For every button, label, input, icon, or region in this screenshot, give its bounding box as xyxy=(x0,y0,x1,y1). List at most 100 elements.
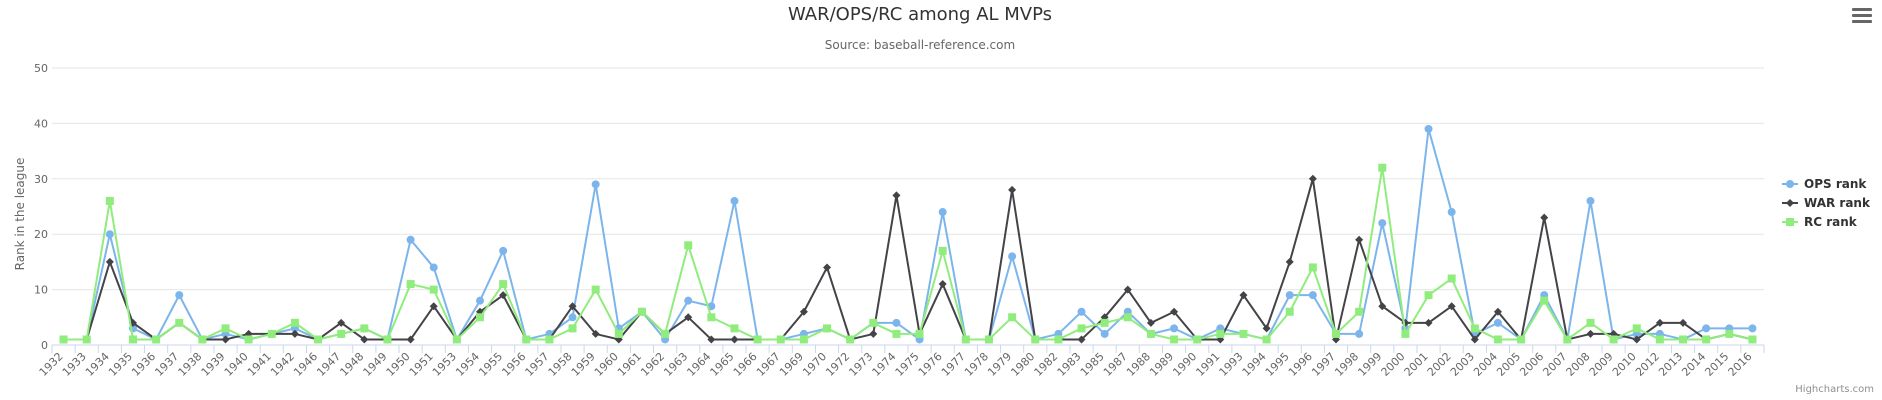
data-point-ops-rank[interactable] xyxy=(1308,291,1317,300)
series-line-war-rank[interactable] xyxy=(62,177,1754,341)
data-point-rc-rank[interactable] xyxy=(730,324,739,333)
data-point-rc-rank[interactable] xyxy=(1679,335,1688,344)
data-point-ops-rank[interactable] xyxy=(406,235,415,244)
data-point-rc-rank[interactable] xyxy=(684,241,693,250)
data-point-war-rank[interactable] xyxy=(105,257,114,266)
data-point-war-rank[interactable] xyxy=(1239,291,1248,300)
data-point-war-rank[interactable] xyxy=(892,191,901,200)
legend-item-ops-rank[interactable]: OPS rank xyxy=(1782,177,1867,191)
data-point-rc-rank[interactable] xyxy=(128,335,137,344)
data-point-ops-rank[interactable] xyxy=(730,196,739,205)
data-point-ops-rank[interactable] xyxy=(1748,324,1757,333)
data-point-rc-rank[interactable] xyxy=(198,335,207,344)
data-point-war-rank[interactable] xyxy=(1262,324,1271,333)
data-point-ops-rank[interactable] xyxy=(1008,252,1017,261)
data-point-war-rank[interactable] xyxy=(1470,335,1479,344)
data-point-rc-rank[interactable] xyxy=(175,318,184,327)
data-point-war-rank[interactable] xyxy=(1285,257,1294,266)
data-point-rc-rank[interactable] xyxy=(337,329,346,338)
data-point-rc-rank[interactable] xyxy=(221,324,230,333)
data-point-rc-rank[interactable] xyxy=(1077,324,1086,333)
data-point-war-rank[interactable] xyxy=(1632,335,1641,344)
data-point-war-rank[interactable] xyxy=(707,335,716,344)
data-point-ops-rank[interactable] xyxy=(175,291,184,300)
data-point-war-rank[interactable] xyxy=(1586,329,1595,338)
data-point-war-rank[interactable] xyxy=(337,318,346,327)
data-point-war-rank[interactable] xyxy=(1308,174,1317,183)
data-point-rc-rank[interactable] xyxy=(429,285,438,294)
data-point-rc-rank[interactable] xyxy=(938,246,947,255)
data-point-rc-rank[interactable] xyxy=(1170,335,1179,344)
data-point-rc-rank[interactable] xyxy=(1123,313,1132,322)
data-point-rc-rank[interactable] xyxy=(290,318,299,327)
data-point-rc-rank[interactable] xyxy=(1470,324,1479,333)
data-point-ops-rank[interactable] xyxy=(892,318,901,327)
hamburger-menu-icon[interactable] xyxy=(1852,8,1872,26)
data-point-ops-rank[interactable] xyxy=(684,296,693,305)
data-point-rc-rank[interactable] xyxy=(915,329,924,338)
data-point-war-rank[interactable] xyxy=(1077,335,1086,344)
data-point-war-rank[interactable] xyxy=(1655,318,1664,327)
data-point-rc-rank[interactable] xyxy=(1447,274,1456,283)
data-point-rc-rank[interactable] xyxy=(1239,329,1248,338)
data-point-rc-rank[interactable] xyxy=(799,335,808,344)
data-point-war-rank[interactable] xyxy=(1008,185,1017,194)
data-point-rc-rank[interactable] xyxy=(360,324,369,333)
data-point-war-rank[interactable] xyxy=(1355,235,1364,244)
data-point-rc-rank[interactable] xyxy=(452,335,461,344)
data-point-war-rank[interactable] xyxy=(360,335,369,344)
data-point-ops-rank[interactable] xyxy=(1586,196,1595,205)
legend-item-rc-rank[interactable]: RC rank xyxy=(1782,215,1858,229)
data-point-rc-rank[interactable] xyxy=(591,285,600,294)
data-point-rc-rank[interactable] xyxy=(1378,163,1387,172)
data-point-rc-rank[interactable] xyxy=(267,329,276,338)
data-point-rc-rank[interactable] xyxy=(869,318,878,327)
data-point-rc-rank[interactable] xyxy=(961,335,970,344)
data-point-war-rank[interactable] xyxy=(568,302,577,311)
data-point-rc-rank[interactable] xyxy=(1308,263,1317,272)
data-point-rc-rank[interactable] xyxy=(1748,335,1757,344)
data-point-war-rank[interactable] xyxy=(938,280,947,289)
data-point-war-rank[interactable] xyxy=(1424,318,1433,327)
data-point-rc-rank[interactable] xyxy=(1493,335,1502,344)
data-point-rc-rank[interactable] xyxy=(105,196,114,205)
data-point-war-rank[interactable] xyxy=(1493,307,1502,316)
data-point-ops-rank[interactable] xyxy=(1355,329,1364,338)
data-point-rc-rank[interactable] xyxy=(244,335,253,344)
data-point-war-rank[interactable] xyxy=(1170,307,1179,316)
data-point-rc-rank[interactable] xyxy=(406,280,415,289)
data-point-rc-rank[interactable] xyxy=(314,335,323,344)
data-point-rc-rank[interactable] xyxy=(823,324,832,333)
data-point-rc-rank[interactable] xyxy=(1424,291,1433,300)
data-point-ops-rank[interactable] xyxy=(1378,219,1387,228)
data-point-rc-rank[interactable] xyxy=(892,329,901,338)
legend-item-war-rank[interactable]: WAR rank xyxy=(1782,196,1871,210)
data-point-ops-rank[interactable] xyxy=(1170,324,1179,333)
data-point-rc-rank[interactable] xyxy=(846,335,855,344)
data-point-rc-rank[interactable] xyxy=(1054,335,1063,344)
data-point-rc-rank[interactable] xyxy=(1563,335,1572,344)
data-point-rc-rank[interactable] xyxy=(1632,324,1641,333)
data-point-ops-rank[interactable] xyxy=(499,246,508,255)
data-point-rc-rank[interactable] xyxy=(1285,307,1294,316)
data-point-war-rank[interactable] xyxy=(429,302,438,311)
data-point-ops-rank[interactable] xyxy=(429,263,438,272)
data-point-war-rank[interactable] xyxy=(1123,285,1132,294)
data-point-rc-rank[interactable] xyxy=(637,307,646,316)
data-point-war-rank[interactable] xyxy=(684,313,693,322)
data-point-ops-rank[interactable] xyxy=(938,208,947,217)
data-point-rc-rank[interactable] xyxy=(1609,335,1618,344)
data-point-ops-rank[interactable] xyxy=(591,180,600,189)
data-point-rc-rank[interactable] xyxy=(1216,329,1225,338)
data-point-rc-rank[interactable] xyxy=(1193,335,1202,344)
data-point-rc-rank[interactable] xyxy=(152,335,161,344)
data-point-rc-rank[interactable] xyxy=(383,335,392,344)
data-point-war-rank[interactable] xyxy=(221,335,230,344)
data-point-ops-rank[interactable] xyxy=(1447,208,1456,217)
data-point-rc-rank[interactable] xyxy=(1262,335,1271,344)
data-point-ops-rank[interactable] xyxy=(1424,124,1433,133)
data-point-rc-rank[interactable] xyxy=(499,280,508,289)
data-point-rc-rank[interactable] xyxy=(661,329,670,338)
data-point-war-rank[interactable] xyxy=(730,335,739,344)
data-point-rc-rank[interactable] xyxy=(1332,329,1340,338)
